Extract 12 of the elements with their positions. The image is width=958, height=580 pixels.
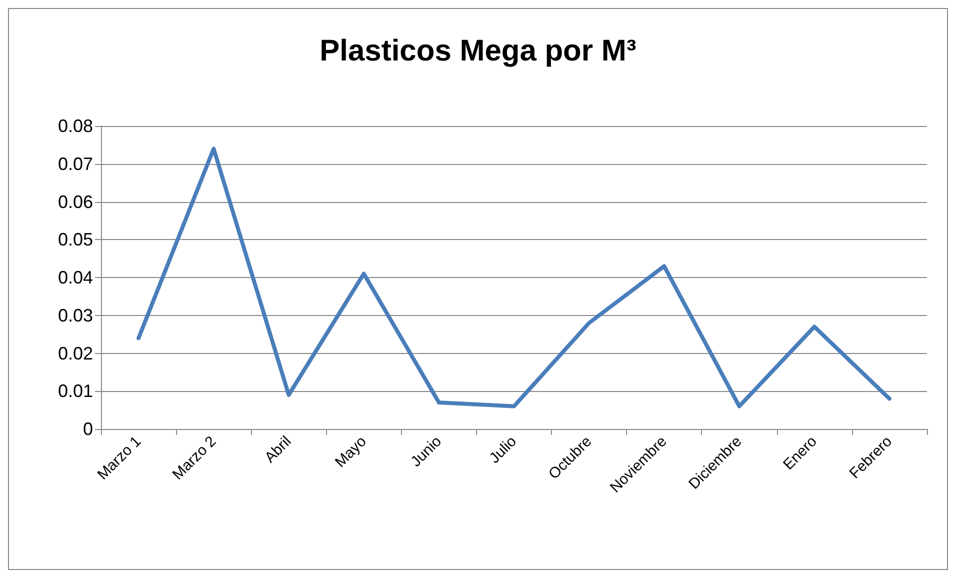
line-series (136, 146, 892, 408)
y-tick-label: 0.02 (58, 343, 93, 364)
y-tick-label: 0.01 (58, 381, 93, 402)
chart-title: Plasticos Mega por M³ (320, 34, 636, 68)
y-tick-label: 0.05 (58, 230, 93, 250)
y-tick-label: 0.07 (58, 154, 93, 174)
x-tick-label: Julio (486, 432, 520, 467)
y-tick-label: 0.03 (58, 305, 93, 326)
y-tick-label: 0.08 (58, 116, 93, 136)
y-tick-label: 0.04 (58, 268, 93, 288)
y-tick-label: 0 (82, 419, 93, 439)
y-tick-label: 0.06 (58, 192, 93, 212)
